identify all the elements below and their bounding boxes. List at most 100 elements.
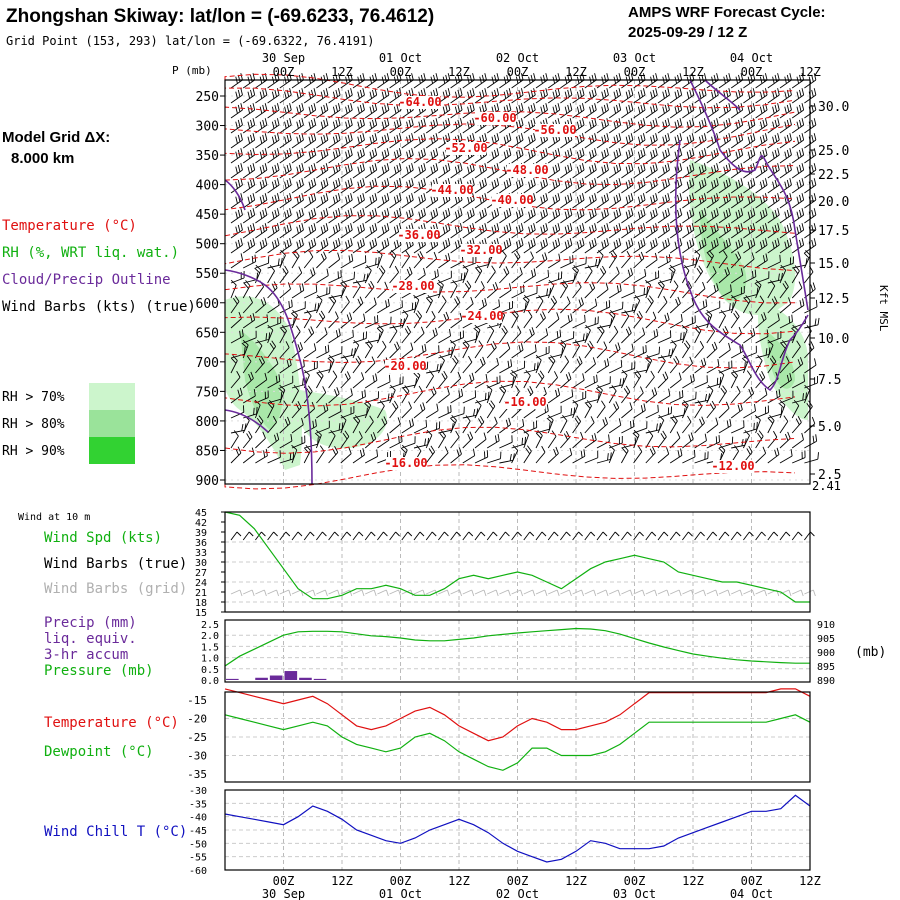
wind-barb-flag <box>613 211 617 219</box>
wind-barb-staff <box>523 214 536 224</box>
wind-barb-flag <box>488 325 495 331</box>
wind-barb-flag <box>579 224 582 232</box>
wind-barb-flag <box>581 163 585 171</box>
wind-barb-staff <box>242 154 255 164</box>
wind-barb-flag <box>571 389 574 397</box>
wind-barb-flag <box>459 178 463 186</box>
wind-barb-flag <box>353 417 359 424</box>
wind-barb-flag <box>752 238 756 246</box>
wind-barb-flag <box>609 309 616 316</box>
wind-barb-staff <box>523 79 536 89</box>
wind-barb-staff <box>340 377 351 389</box>
wind-barb-staff <box>584 79 597 89</box>
wind-barb-staff <box>572 362 583 374</box>
wind-barb-flag <box>591 89 595 97</box>
wind-barb-staff <box>706 199 719 209</box>
wind-barb-staff <box>364 270 372 284</box>
wind-barb-flag <box>411 302 414 310</box>
surface-barb-grid <box>499 589 509 595</box>
wind-barb-flag <box>242 339 249 346</box>
wind-barb-staff <box>401 184 414 194</box>
wind-barb-flag <box>430 211 434 219</box>
wind-barb-flag <box>442 121 446 129</box>
wind-barb-flag <box>540 181 543 189</box>
wind-barb-staff <box>633 184 646 194</box>
wind-barb-flag <box>473 408 476 416</box>
wind-barb-flag <box>735 136 739 144</box>
wind-barb-flag <box>774 194 778 202</box>
wind-barb-staff <box>694 440 707 449</box>
wind-barb-staff <box>645 79 658 89</box>
surface-barb-grid-flag <box>642 589 646 597</box>
wind-barb-flag <box>503 91 507 99</box>
wind-barb-staff <box>633 375 642 389</box>
pressure-axis-label: P (mb) <box>172 64 212 77</box>
wind-barb-staff <box>474 456 488 464</box>
wind-barb-flag <box>323 89 326 97</box>
wind-tick-label: 24 <box>195 578 207 589</box>
wind-barb-flag <box>782 283 787 290</box>
wind-barb-flag <box>506 134 509 142</box>
wind-barb-staff <box>328 184 341 194</box>
wind-barb-flag <box>366 264 372 271</box>
wind-barb-flag <box>643 403 646 411</box>
wind-barb-flag <box>367 340 373 347</box>
wind-barb-staff <box>560 214 573 224</box>
wind-barb-flag <box>591 224 595 232</box>
wind-barb-staff <box>389 94 402 104</box>
wind-barb-flag <box>243 282 249 289</box>
wind-barb-flag <box>801 163 805 171</box>
wind-barb-staff <box>621 274 633 284</box>
wind-barb-flag <box>577 280 582 288</box>
wind-barb-flag <box>601 106 604 114</box>
wind-barb-flag <box>457 371 462 379</box>
wind-barb-flag <box>252 313 256 321</box>
wind-barb-flag <box>345 226 348 234</box>
wind-barb-flag <box>630 73 634 81</box>
wind-barb-flag <box>752 193 756 201</box>
wind-barb-staff <box>242 420 250 434</box>
wind-barb-flag <box>276 163 280 171</box>
wind-barb-flag <box>729 418 732 426</box>
wind-barb-staff <box>596 289 609 299</box>
wind-barb-flag <box>419 404 423 412</box>
wind-barb-flag <box>759 241 763 249</box>
wind-barb-staff <box>645 301 654 314</box>
wind-barb-flag <box>752 328 756 336</box>
wind-barb-staff <box>474 329 481 344</box>
wind-barb-flag <box>564 181 568 189</box>
wind-barb-staff <box>291 289 304 299</box>
wind-barb-staff <box>242 436 253 449</box>
wind-barb-staff <box>328 317 339 329</box>
surface-barb-true-flag <box>273 531 278 537</box>
wind-barb-flag <box>564 355 570 362</box>
wind-barb-flag <box>650 121 653 129</box>
wind-barb-staff <box>730 391 741 404</box>
surface-barb-grid <box>340 589 350 595</box>
wind-barb-staff <box>523 274 536 284</box>
wind-barb-staff <box>316 229 329 239</box>
wind-barb-staff <box>621 169 634 179</box>
wind-barb-flag <box>375 257 377 265</box>
wind-barb-flag <box>286 134 290 142</box>
wind-barb-staff <box>645 452 656 464</box>
wind-barb-flag <box>286 74 290 82</box>
wind-barb-flag <box>323 119 326 127</box>
wind-barb-flag <box>337 208 341 216</box>
wind-barb-staff <box>682 244 695 254</box>
wind-barb-flag <box>746 370 752 377</box>
wind-barb-flag <box>396 239 399 247</box>
wind-barb-staff <box>377 169 390 179</box>
wind-barb-flag <box>701 119 704 127</box>
wind-barb-flag <box>250 239 253 247</box>
wind-barb-staff <box>645 229 658 239</box>
wind-barb-staff <box>645 169 658 179</box>
wind-barb-flag <box>345 136 348 144</box>
wind-barb-flag <box>680 448 683 456</box>
wind-barb-flag <box>335 194 338 202</box>
wind-barb-flag <box>789 133 792 141</box>
wind-barb-staff <box>389 169 402 179</box>
wind-barb-staff <box>328 199 341 209</box>
wind-barb-flag <box>783 415 789 422</box>
wind-barb-flag <box>313 103 317 111</box>
